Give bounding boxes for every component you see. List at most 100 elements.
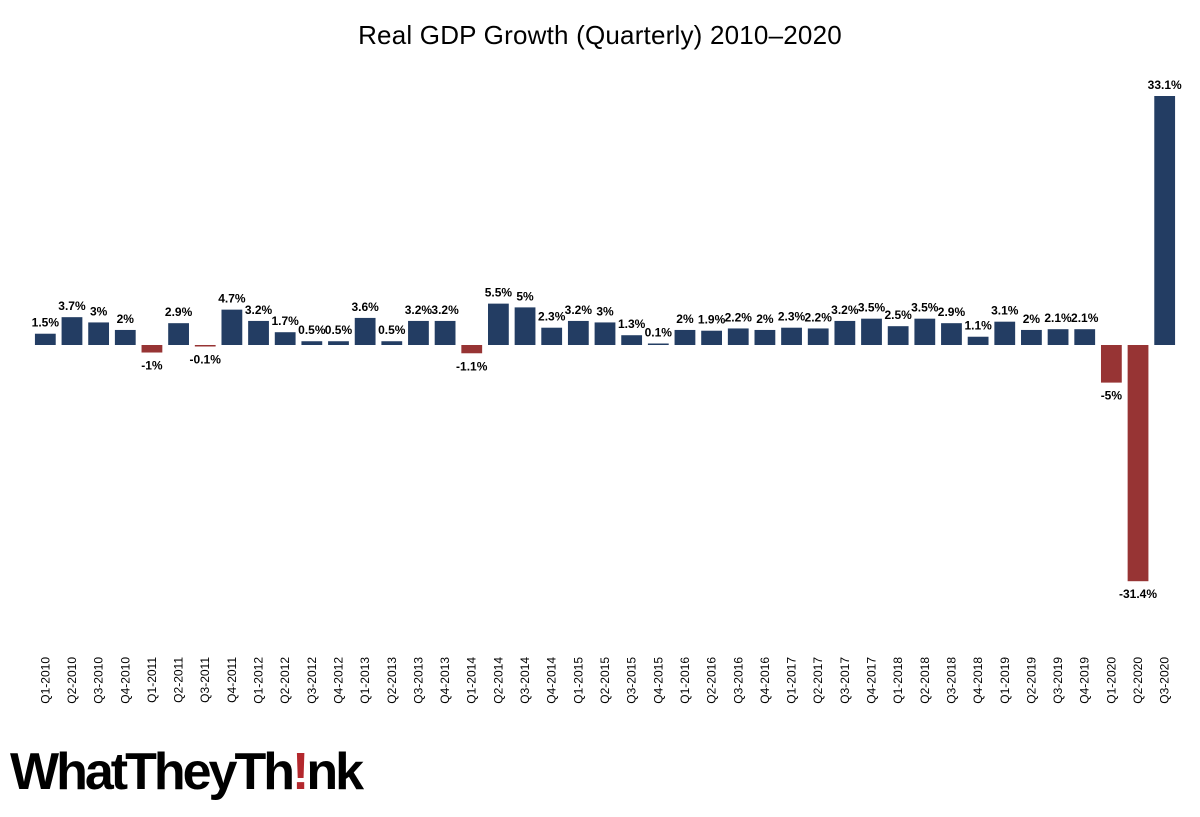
x-tick-Q2-2016: Q2-2016 — [705, 657, 719, 704]
data-label-Q4-2011: 4.7% — [218, 292, 246, 306]
x-tick-Q2-2018: Q2-2018 — [918, 657, 932, 704]
data-label-Q3-2014: 5% — [516, 289, 534, 303]
x-tick-Q4-2019: Q4-2019 — [1078, 657, 1092, 704]
bar-Q2-2019 — [1021, 329, 1042, 345]
bar-Q3-2017 — [834, 320, 856, 345]
x-tick-Q2-2020: Q2-2020 — [1131, 657, 1145, 704]
bar-Q4-2015 — [647, 343, 669, 345]
x-tick-Q4-2016: Q4-2016 — [758, 657, 772, 704]
bar-Q2-2015 — [594, 322, 616, 345]
data-label-Q3-2011: -0.1% — [190, 353, 222, 367]
data-label-Q2-2012: 1.7% — [272, 314, 300, 328]
bar-Q3-2016 — [727, 328, 749, 345]
bar-Q3-2010 — [88, 322, 110, 345]
data-label-Q2-2019: 2% — [1023, 312, 1041, 326]
data-label-Q1-2011: -1% — [141, 359, 163, 373]
x-tick-Q4-2014: Q4-2014 — [545, 657, 559, 704]
data-label-Q3-2013: 3.2% — [405, 303, 433, 317]
data-label-Q2-2015: 3% — [596, 304, 614, 318]
x-tick-Q2-2010: Q2-2010 — [65, 657, 79, 704]
x-tick-Q2-2017: Q2-2017 — [811, 657, 825, 704]
x-tick-Q1-2017: Q1-2017 — [785, 657, 799, 704]
data-label-Q4-2019: 2.1% — [1071, 311, 1099, 325]
bar-Q1-2015 — [567, 320, 589, 345]
x-tick-Q1-2018: Q1-2018 — [891, 657, 905, 704]
bar-Q2-2010 — [61, 317, 83, 345]
x-tick-Q4-2013: Q4-2013 — [438, 657, 452, 704]
bar-Q1-2019 — [994, 321, 1016, 345]
data-label-Q1-2015: 3.2% — [565, 303, 593, 317]
x-tick-labels-group: Q1-2010 Q2-2010 Q3-2010 Q4-2010 Q1-2011 Q2-20… — [38, 657, 1171, 704]
bar-Q3-2019 — [1047, 329, 1069, 345]
bar-Q1-2010 — [34, 333, 56, 345]
data-label-Q3-2017: 3.2% — [831, 303, 859, 317]
data-label-Q3-2016: 2.2% — [725, 310, 753, 324]
x-tick-Q4-2011: Q4-2011 — [225, 657, 239, 703]
bar-Q1-2013 — [354, 317, 376, 345]
x-tick-Q3-2015: Q3-2015 — [625, 657, 639, 704]
x-tick-Q3-2019: Q3-2019 — [1051, 657, 1065, 704]
logo-text-before: WhatTheyTh — [10, 743, 295, 801]
bar-Q1-2017 — [781, 327, 802, 345]
bar-Q1-2014 — [461, 345, 483, 354]
data-label-Q2-2016: 1.9% — [698, 313, 726, 327]
bar-Q4-2019 — [1074, 329, 1096, 345]
logo-exclamation: ! — [291, 743, 309, 801]
x-tick-Q3-2016: Q3-2016 — [731, 657, 745, 704]
value-labels-group: 1.5%3.7% 3%2%-1%2.9%-0.1%4.7%3.2%1.7%0.5%… — [32, 78, 1182, 601]
x-tick-Q3-2012: Q3-2012 — [305, 657, 319, 704]
data-label-Q1-2018: 2.5% — [884, 308, 912, 322]
data-label-Q4-2014: 2.3% — [538, 310, 566, 324]
x-tick-Q2-2011: Q2-2011 — [172, 657, 186, 703]
bar-Q3-2012 — [301, 341, 323, 345]
bar-Q4-2018 — [967, 336, 989, 345]
whattheythink-logo: WhatTheyTh!nk — [10, 737, 364, 807]
x-tick-Q4-2015: Q4-2015 — [651, 657, 665, 704]
logo-text-after: nk — [306, 743, 364, 801]
data-label-Q4-2017: 3.5% — [858, 301, 886, 315]
bar-Q3-2018 — [941, 323, 962, 345]
bar-Q2-2012 — [274, 332, 296, 345]
chart-title: Real GDP Growth (Quarterly) 2010–2020 — [358, 20, 842, 50]
x-tick-Q1-2016: Q1-2016 — [678, 657, 692, 704]
data-label-Q2-2020: -31.4% — [1119, 587, 1157, 601]
data-label-Q3-2012: 0.5% — [298, 323, 326, 337]
x-tick-Q2-2015: Q2-2015 — [598, 657, 612, 704]
bar-Q4-2017 — [861, 318, 882, 345]
x-tick-Q3-2018: Q3-2018 — [944, 657, 958, 704]
bars-group — [34, 96, 1176, 582]
x-tick-Q1-2012: Q1-2012 — [252, 657, 266, 704]
bar-Q2-2011 — [168, 323, 189, 345]
x-tick-Q3-2010: Q3-2010 — [92, 657, 106, 704]
data-label-Q4-2012: 0.5% — [325, 323, 353, 337]
data-label-Q3-2020: 33.1% — [1148, 78, 1182, 92]
data-label-Q4-2015: 0.1% — [645, 326, 673, 340]
bar-Q1-2016 — [674, 329, 696, 345]
x-tick-Q4-2017: Q4-2017 — [865, 657, 879, 704]
bar-Q4-2011 — [221, 309, 243, 345]
bar-Q1-2012 — [248, 320, 269, 345]
data-label-Q1-2013: 3.6% — [351, 300, 379, 314]
x-tick-Q3-2013: Q3-2013 — [411, 657, 425, 704]
x-tick-Q4-2012: Q4-2012 — [331, 657, 345, 704]
x-tick-Q2-2014: Q2-2014 — [491, 657, 505, 704]
x-tick-Q3-2014: Q3-2014 — [518, 657, 532, 704]
bar-Q4-2014 — [541, 327, 563, 345]
bar-Q3-2020 — [1154, 96, 1176, 345]
bar-Q4-2010 — [114, 329, 136, 345]
x-tick-Q1-2015: Q1-2015 — [571, 657, 585, 704]
x-tick-Q4-2018: Q4-2018 — [971, 657, 985, 704]
bar-Q3-2014 — [514, 307, 536, 345]
x-tick-Q3-2011: Q3-2011 — [198, 657, 212, 703]
x-tick-Q4-2010: Q4-2010 — [118, 657, 132, 704]
x-tick-Q1-2014: Q1-2014 — [465, 657, 479, 704]
bar-Q2-2013 — [381, 341, 403, 345]
bar-Q4-2016 — [754, 329, 776, 345]
data-label-Q2-2014: 5.5% — [485, 286, 513, 300]
data-label-Q3-2018: 2.9% — [938, 305, 966, 319]
data-label-Q2-2018: 3.5% — [911, 301, 939, 315]
bar-Q1-2018 — [887, 326, 909, 345]
bar-Q3-2015 — [621, 335, 643, 345]
data-label-Q1-2019: 3.1% — [991, 304, 1019, 318]
bar-Q2-2018 — [914, 318, 936, 345]
